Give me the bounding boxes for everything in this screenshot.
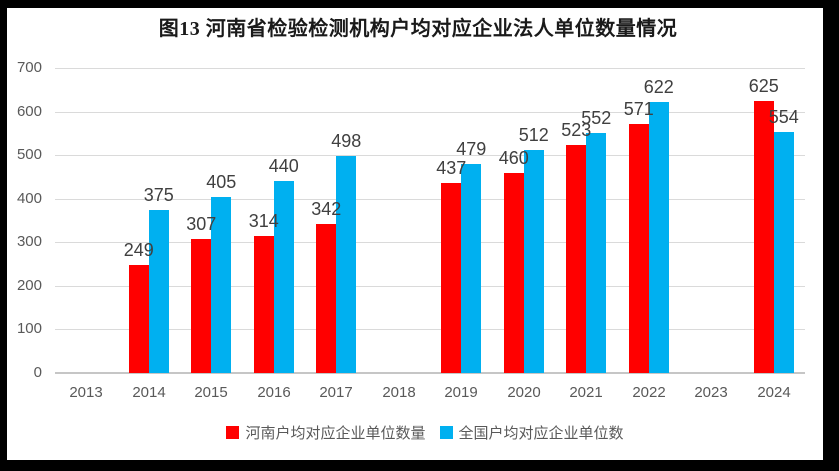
gridline (55, 329, 805, 330)
legend-swatch-national-icon (439, 425, 453, 439)
data-label: 307 (186, 214, 217, 235)
border-top (0, 0, 839, 8)
gridline (55, 155, 805, 156)
x-axis-tick-label: 2015 (194, 384, 228, 401)
data-label: 249 (123, 239, 154, 260)
bar-national (336, 156, 357, 373)
bar-national (461, 164, 482, 373)
legend-item-national: 全国户均对应企业单位数 (439, 422, 624, 443)
x-axis-tick-label: 2018 (382, 384, 416, 401)
x-axis-tick-label: 2016 (257, 384, 291, 401)
bar-national (211, 196, 232, 373)
bar-henan (753, 100, 774, 373)
bar-national (523, 149, 544, 373)
legend-label-henan: 河南户均对应企业单位数量 (245, 424, 426, 442)
data-label: 437 (436, 157, 467, 178)
y-axis-tick-label: 500 (16, 146, 42, 163)
bar-henan (253, 236, 274, 373)
bar-national (648, 102, 669, 373)
y-axis-tick-label: 400 (16, 190, 42, 207)
legend: 河南户均对应企业单位数量 全国户均对应企业单位数 (50, 422, 800, 442)
data-label: 375 (143, 184, 174, 205)
data-label: 625 (748, 75, 779, 96)
data-label: 523 (561, 120, 592, 141)
y-axis-tick-label: 600 (16, 103, 42, 120)
bar-henan (628, 124, 649, 373)
bar-henan (191, 239, 212, 373)
gridline (55, 199, 805, 200)
data-label: 512 (518, 124, 549, 145)
data-label: 554 (768, 106, 799, 127)
gridline (55, 112, 805, 113)
gridline (55, 286, 805, 287)
bar-henan (503, 172, 524, 373)
legend-label-national: 全国户均对应企业单位数 (458, 424, 624, 442)
y-axis-tick-label: 100 (16, 320, 42, 337)
legend-item-henan: 河南户均对应企业单位数量 (226, 422, 426, 443)
x-axis-tick-label: 2020 (507, 384, 541, 401)
data-label: 440 (268, 156, 299, 177)
bar-national (273, 181, 294, 373)
data-label: 479 (456, 139, 487, 160)
x-axis-tick-label: 2021 (569, 384, 603, 401)
bar-henan (316, 224, 337, 373)
bar-henan (128, 264, 149, 373)
bar-national (586, 132, 607, 373)
data-label: 498 (331, 131, 362, 151)
x-axis-tick-label: 2024 (757, 384, 791, 401)
data-label: 342 (311, 199, 342, 219)
data-label: 314 (248, 211, 279, 232)
data-label: 552 (581, 107, 612, 128)
chart-title: 图13 河南省检验检测机构户均对应企业法人单位数量情况 (158, 18, 678, 40)
bar-henan (441, 182, 462, 373)
data-label: 622 (643, 77, 674, 97)
y-axis-tick-label: 0 (33, 364, 42, 381)
data-label: 405 (206, 171, 237, 192)
gridline (55, 68, 805, 69)
x-axis-tick-label: 2013 (69, 384, 103, 401)
legend-swatch-henan-icon (226, 425, 240, 439)
bar-national (773, 131, 794, 373)
x-axis-line (55, 372, 805, 374)
y-axis-tick-label: 200 (16, 277, 42, 294)
y-axis-tick-label: 300 (16, 233, 42, 250)
gridline (55, 242, 805, 243)
x-axis-tick-label: 2023 (694, 384, 728, 401)
x-axis-tick-label: 2022 (632, 384, 666, 401)
bar-henan (566, 145, 587, 373)
bar-national (148, 209, 169, 373)
x-axis-tick-label: 2014 (132, 384, 166, 401)
data-label: 571 (623, 99, 654, 120)
y-axis-tick-label: 700 (16, 59, 42, 76)
x-axis-tick-label: 2019 (444, 384, 478, 401)
border-left (0, 0, 7, 471)
data-label: 460 (498, 147, 529, 168)
border-right (823, 0, 839, 471)
border-bottom (0, 460, 839, 471)
x-axis-tick-label: 2017 (319, 384, 353, 401)
